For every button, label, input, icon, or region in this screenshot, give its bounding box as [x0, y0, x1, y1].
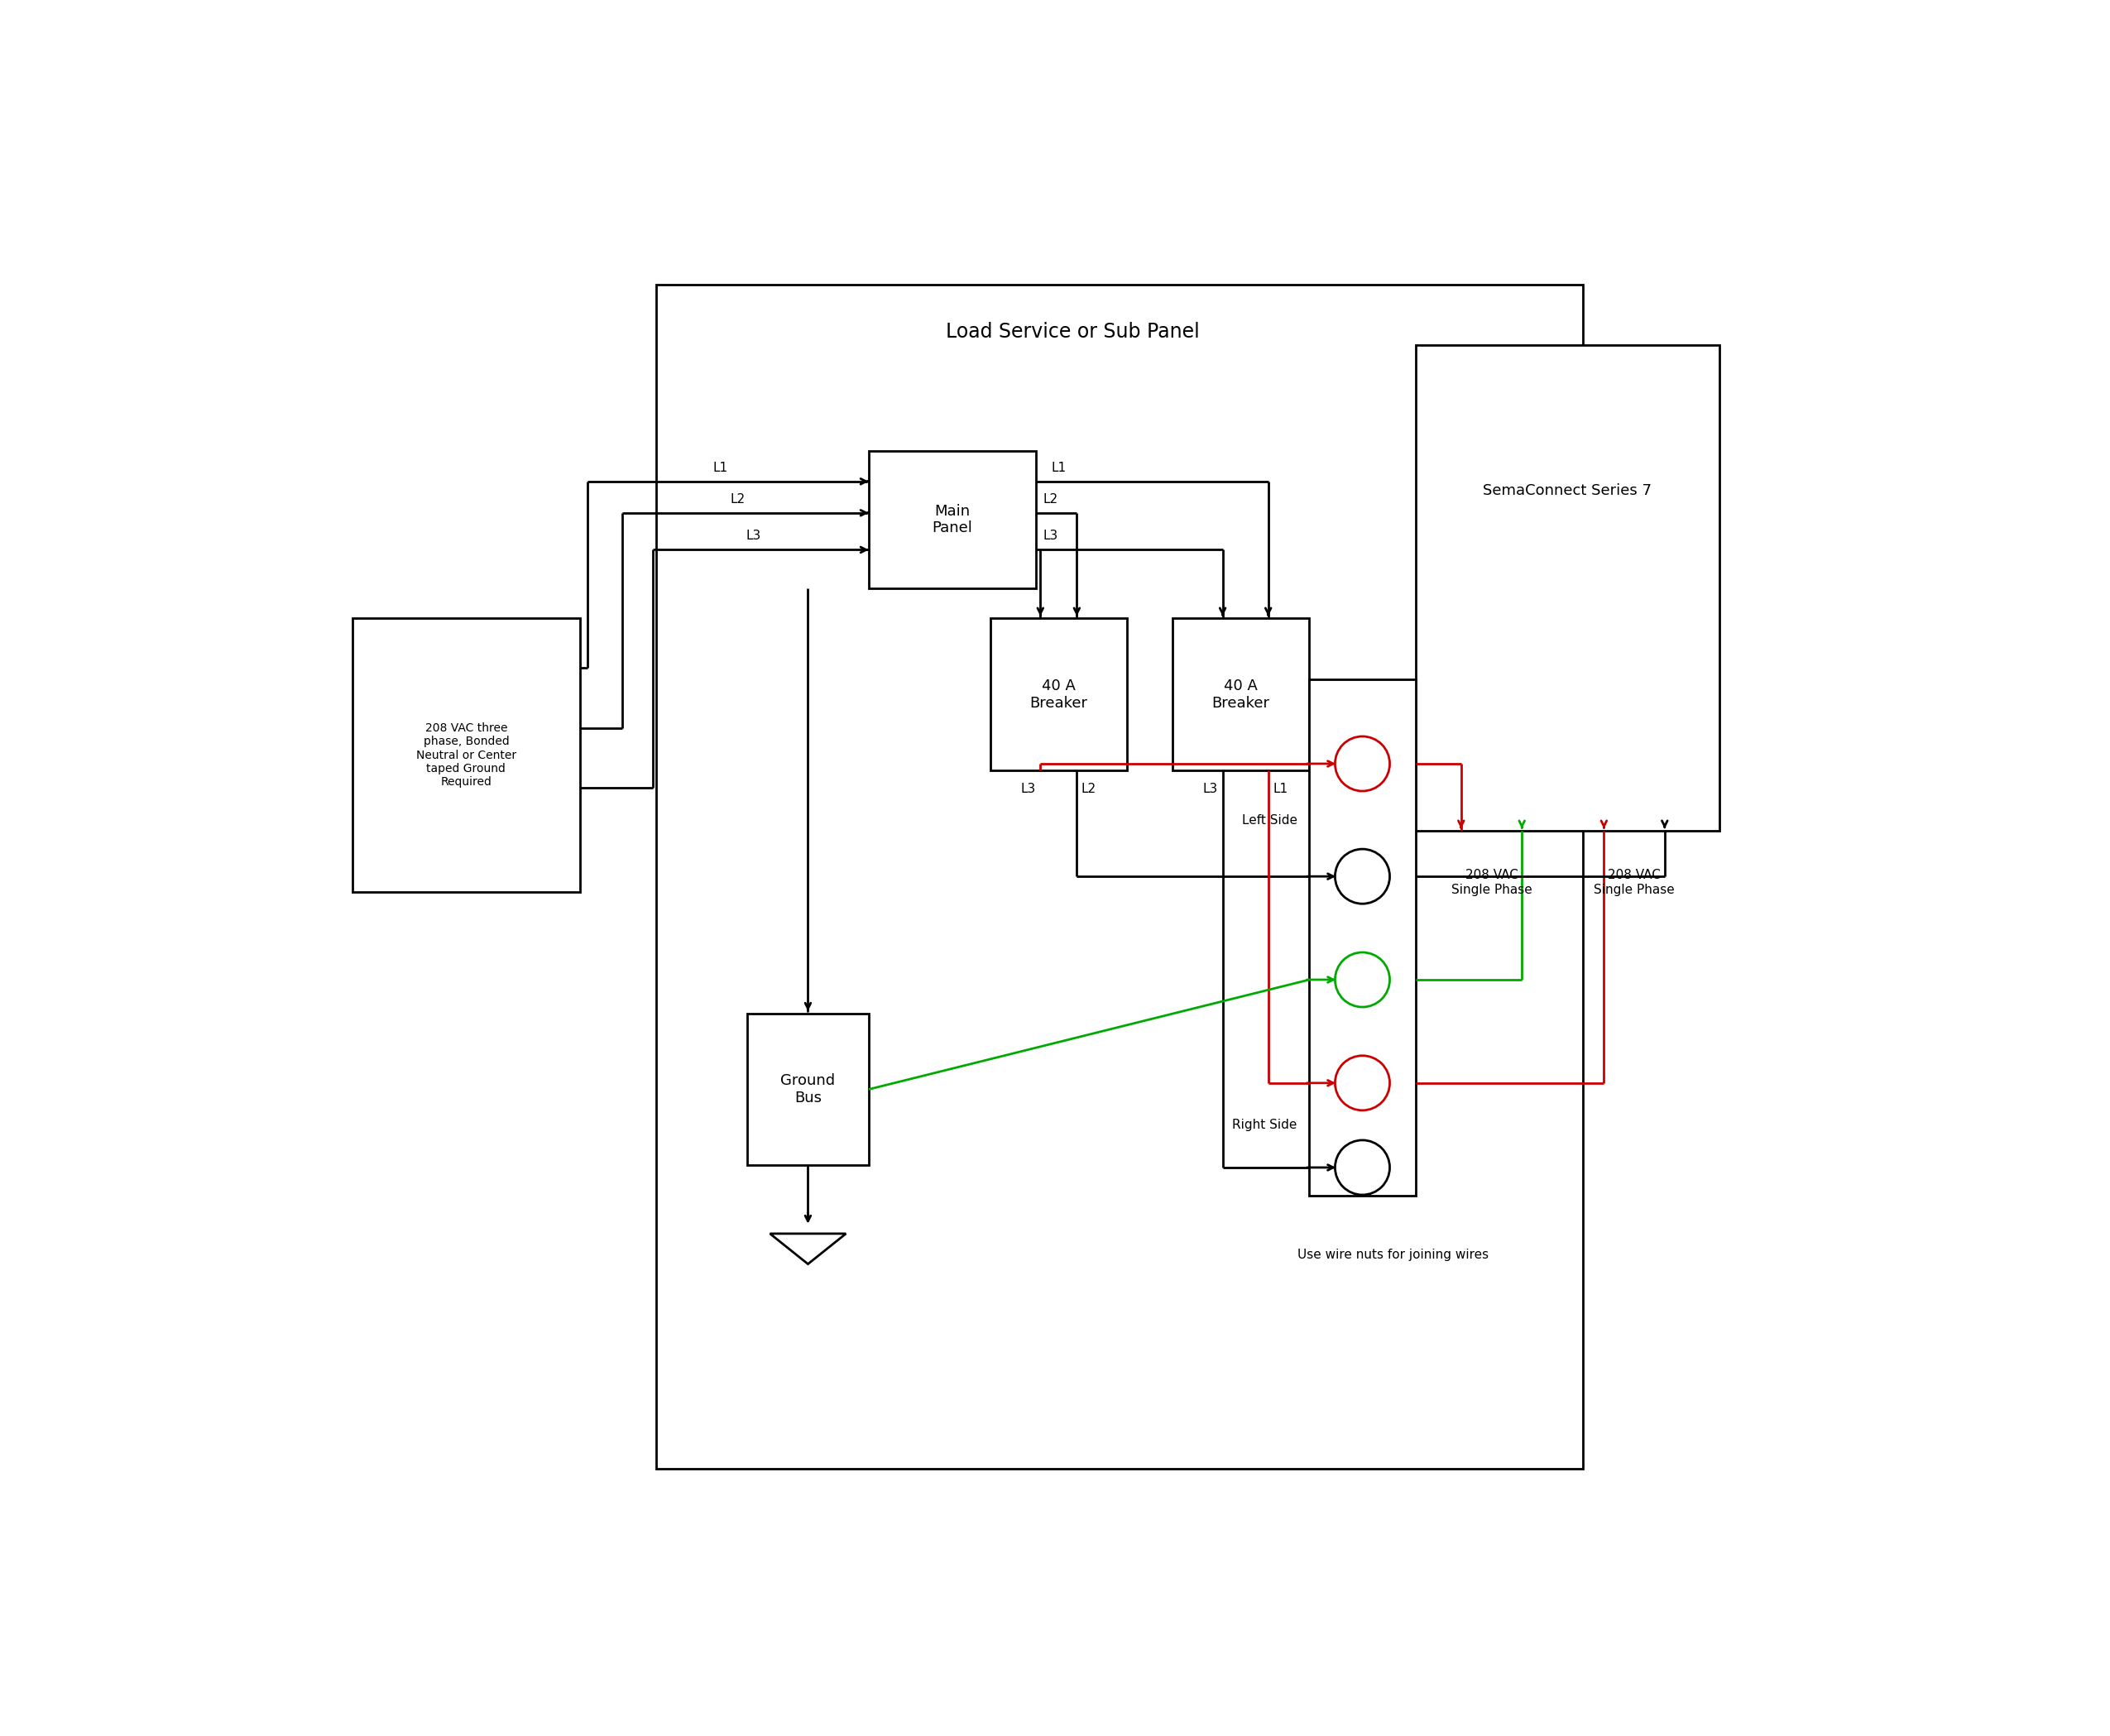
Text: L1: L1 — [713, 462, 728, 474]
Bar — [1308, 679, 1416, 1196]
Bar — [869, 451, 1036, 589]
Text: Main
Panel: Main Panel — [933, 503, 973, 536]
Text: Right Side: Right Side — [1232, 1120, 1298, 1132]
Text: Use wire nuts for joining wires: Use wire nuts for joining wires — [1298, 1248, 1488, 1262]
Bar — [656, 285, 1582, 1469]
Text: Load Service or Sub Panel: Load Service or Sub Panel — [945, 323, 1201, 342]
Circle shape — [1336, 1141, 1390, 1194]
Polygon shape — [770, 1234, 846, 1264]
Bar — [1173, 618, 1308, 771]
Bar — [747, 1014, 869, 1165]
Bar — [990, 618, 1127, 771]
Text: 40 A
Breaker: 40 A Breaker — [1030, 679, 1087, 710]
Text: 208 VAC three
phase, Bonded
Neutral or Center
taped Ground
Required: 208 VAC three phase, Bonded Neutral or C… — [416, 722, 517, 788]
Circle shape — [1336, 849, 1390, 904]
Text: L1: L1 — [1272, 783, 1287, 795]
Text: L3: L3 — [745, 529, 762, 542]
Circle shape — [1336, 1055, 1390, 1111]
Text: L1: L1 — [1051, 462, 1066, 474]
Text: Ground
Bus: Ground Bus — [781, 1073, 836, 1106]
Text: Left Side: Left Side — [1241, 814, 1298, 826]
Text: L2: L2 — [1044, 493, 1059, 505]
Text: L2: L2 — [1082, 783, 1097, 795]
Text: L3: L3 — [1021, 783, 1036, 795]
Text: SemaConnect Series 7: SemaConnect Series 7 — [1483, 483, 1652, 498]
Text: L2: L2 — [730, 493, 745, 505]
Circle shape — [1336, 953, 1390, 1007]
Text: 208 VAC
Single Phase: 208 VAC Single Phase — [1452, 870, 1532, 896]
Text: L3: L3 — [1044, 529, 1059, 542]
Circle shape — [1336, 736, 1390, 792]
Text: 40 A
Breaker: 40 A Breaker — [1211, 679, 1270, 710]
Bar — [1416, 345, 1720, 832]
Text: L3: L3 — [1203, 783, 1217, 795]
Bar — [352, 618, 580, 892]
Text: 208 VAC
Single Phase: 208 VAC Single Phase — [1593, 870, 1675, 896]
